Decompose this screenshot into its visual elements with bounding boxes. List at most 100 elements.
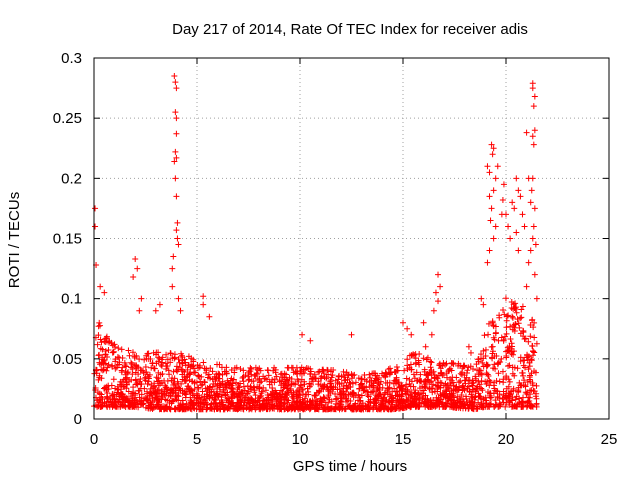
data-point xyxy=(317,382,324,389)
data-point xyxy=(531,93,538,100)
data-point xyxy=(343,396,350,403)
data-point xyxy=(415,396,422,403)
data-point xyxy=(237,365,244,372)
data-point xyxy=(200,402,207,409)
data-point xyxy=(518,314,525,321)
data-point xyxy=(513,309,520,316)
data-point xyxy=(231,369,238,376)
data-point xyxy=(331,406,338,413)
data-point xyxy=(167,350,174,357)
data-point xyxy=(134,265,141,272)
data-point xyxy=(422,378,429,385)
data-point xyxy=(377,391,384,398)
data-point xyxy=(515,320,522,327)
data-point xyxy=(120,383,127,390)
data-point xyxy=(269,376,276,383)
data-point xyxy=(289,405,296,412)
y-tick-label: 0.3 xyxy=(61,50,82,67)
data-point xyxy=(157,405,164,412)
data-point xyxy=(218,364,225,371)
data-point xyxy=(203,369,210,376)
data-point xyxy=(453,374,460,381)
data-point xyxy=(328,383,335,390)
data-point xyxy=(271,393,278,400)
data-point xyxy=(533,395,540,402)
data-point xyxy=(155,358,162,365)
data-point xyxy=(488,141,495,148)
data-point xyxy=(138,367,145,374)
data-point xyxy=(266,381,273,388)
data-point xyxy=(325,387,332,394)
data-point xyxy=(213,390,220,397)
data-point xyxy=(197,378,204,385)
data-point xyxy=(136,356,143,363)
data-point xyxy=(470,366,477,373)
data-point xyxy=(171,158,178,165)
data-point xyxy=(144,350,151,357)
data-point xyxy=(471,401,478,408)
data-point xyxy=(376,385,383,392)
data-point xyxy=(476,393,483,400)
data-point xyxy=(420,387,427,394)
data-point xyxy=(384,387,391,394)
data-point xyxy=(96,374,103,381)
data-point xyxy=(442,380,449,387)
data-point xyxy=(117,390,124,397)
data-point xyxy=(285,397,292,404)
data-point xyxy=(250,378,257,385)
data-point xyxy=(427,358,434,365)
data-point xyxy=(102,335,109,342)
data-point xyxy=(174,368,181,375)
data-point xyxy=(175,380,182,387)
data-point xyxy=(478,371,485,378)
data-point xyxy=(164,356,171,363)
data-point xyxy=(398,404,405,411)
data-point xyxy=(173,130,180,137)
data-point xyxy=(507,391,514,398)
data-point xyxy=(367,389,374,396)
data-point xyxy=(507,397,514,404)
data-point xyxy=(453,383,460,390)
data-point xyxy=(200,293,207,300)
data-point xyxy=(446,390,453,397)
data-point xyxy=(134,381,141,388)
data-point xyxy=(380,394,387,401)
data-point xyxy=(448,360,455,367)
data-point xyxy=(99,346,106,353)
data-point xyxy=(277,403,284,410)
data-point xyxy=(182,378,189,385)
data-point xyxy=(480,347,487,354)
data-point xyxy=(321,383,328,390)
data-point xyxy=(290,380,297,387)
data-point xyxy=(361,371,368,378)
data-point xyxy=(268,401,275,408)
data-point xyxy=(304,385,311,392)
data-point xyxy=(529,133,536,140)
data-point xyxy=(480,301,487,308)
data-point xyxy=(407,361,414,368)
data-point xyxy=(503,317,510,324)
data-point xyxy=(358,406,365,413)
data-point xyxy=(309,397,316,404)
y-tick-label: 0 xyxy=(74,411,82,428)
data-point xyxy=(513,403,520,410)
data-point xyxy=(312,404,319,411)
data-point xyxy=(188,400,195,407)
data-point xyxy=(173,227,180,234)
data-point xyxy=(206,313,213,320)
data-point xyxy=(531,368,538,375)
data-point xyxy=(509,314,516,321)
data-point xyxy=(533,295,540,302)
data-point xyxy=(233,390,240,397)
data-point xyxy=(527,333,534,340)
data-point xyxy=(459,371,466,378)
data-point xyxy=(440,393,447,400)
data-point xyxy=(435,271,442,278)
data-point xyxy=(518,306,525,313)
data-point xyxy=(393,401,400,408)
data-point xyxy=(437,391,444,398)
data-point xyxy=(479,387,486,394)
data-point xyxy=(173,115,180,122)
data-point xyxy=(334,405,341,412)
